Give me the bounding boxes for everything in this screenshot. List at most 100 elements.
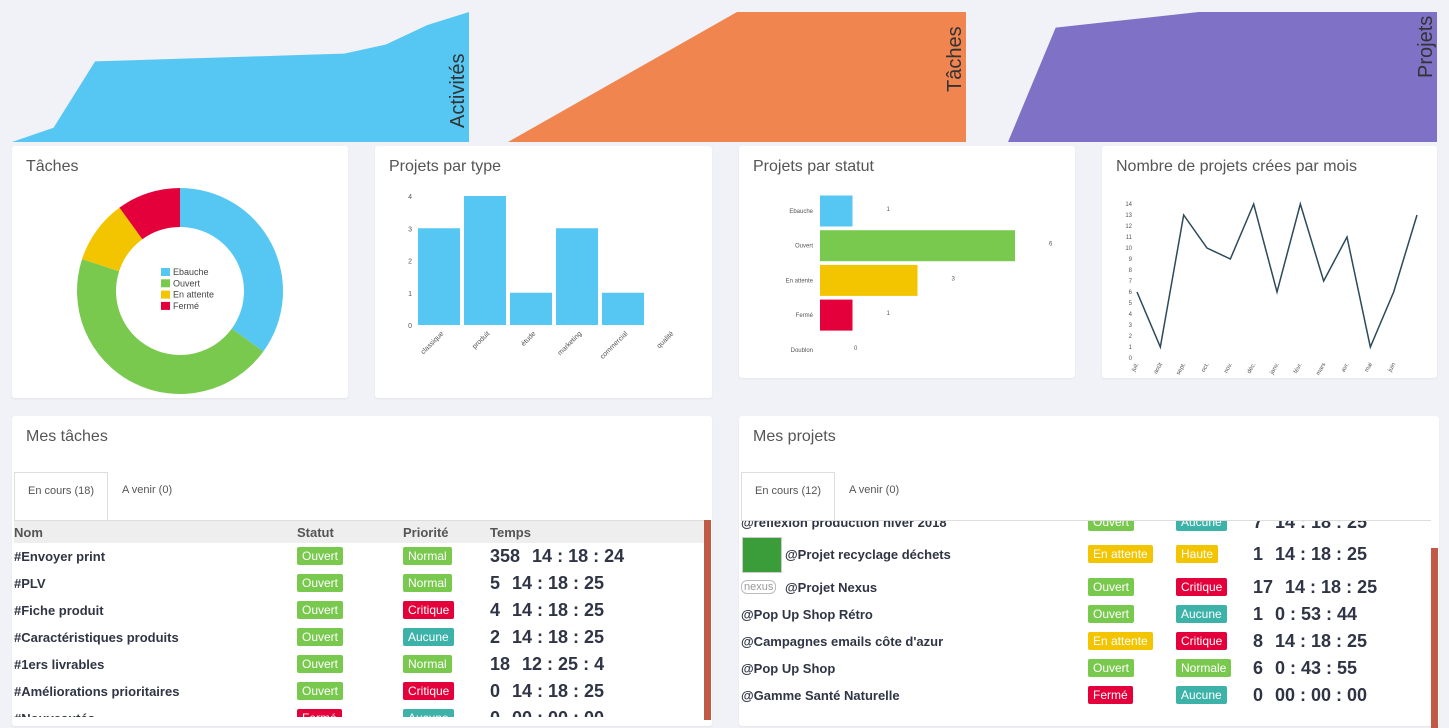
row-name: #1ers livrables	[14, 656, 105, 672]
badge: Critique	[403, 682, 455, 700]
y-tick-label: 2	[1129, 334, 1133, 340]
clock: 14 : 18 : 25	[1275, 520, 1368, 532]
badge: Aucune	[1176, 605, 1227, 623]
days: 0	[490, 708, 500, 718]
scrollbar[interactable]	[704, 520, 711, 720]
project-logo: nexus	[741, 580, 777, 594]
badge: Fermé	[1088, 686, 1133, 704]
y-tick-label: 10	[1125, 246, 1132, 252]
x-tick-label: marketing	[557, 330, 584, 357]
table: Nom Statut Priorité Temps #Envoyer print Ouve…	[14, 520, 704, 717]
row-name: @réflexion production hiver 2018	[741, 520, 947, 530]
legend-label: En attente	[173, 290, 214, 300]
badge: Critique	[1176, 578, 1228, 596]
time: 4 14 : 18 : 25	[490, 600, 604, 621]
y-tick-label: 14	[1125, 202, 1132, 208]
value-label: 0	[854, 346, 858, 352]
sparkline-area	[508, 12, 966, 142]
days: 0	[1253, 684, 1264, 705]
time: 8 14 : 18 : 25	[1253, 631, 1367, 652]
badge: Ouvert	[297, 628, 344, 646]
days: 7	[1253, 520, 1264, 532]
badge: Ouvert	[297, 574, 344, 592]
y-tick-label: 3	[1129, 323, 1133, 329]
y-tick-label: 0	[1129, 356, 1133, 362]
time: 5 14 : 18 : 25	[490, 573, 604, 594]
bar	[602, 292, 644, 325]
tab[interactable]: A venir (0)	[849, 484, 900, 496]
clock: 0 : 43 : 55	[1275, 657, 1358, 678]
legend-swatch	[161, 301, 170, 310]
card-title: Tâches	[26, 158, 79, 175]
x-tick-label: févr.	[1293, 362, 1304, 375]
tab[interactable]: A venir (0)	[122, 484, 173, 496]
y-tick-label: 2	[408, 259, 412, 266]
column-header: Priorité	[403, 524, 449, 540]
row-name: @Campagnes emails côte d'azur	[741, 633, 944, 649]
x-tick-label: étude	[520, 330, 537, 347]
badge: Aucune	[403, 628, 454, 646]
scrollbar[interactable]	[1431, 548, 1438, 728]
legend-swatch	[161, 268, 170, 276]
legend-swatch	[161, 290, 170, 299]
badge: Ouvert	[1088, 605, 1135, 623]
badge: Aucune	[403, 709, 454, 717]
legend-label: Ebauche	[173, 267, 209, 277]
row-name: #Caractéristiques produits	[14, 629, 179, 645]
bar	[418, 228, 460, 325]
badge: Aucune	[1176, 521, 1227, 531]
bar	[820, 264, 918, 296]
clock: 00 : 00 : 00	[1275, 684, 1368, 705]
x-tick-label: commercial	[599, 330, 630, 361]
legend-swatch	[161, 279, 170, 288]
row-name: @Projet recyclage déchets	[785, 546, 951, 562]
time: 6 0 : 43 : 55	[1253, 658, 1357, 679]
table-header: Nom Statut Priorité Temps	[14, 521, 704, 543]
table-row: #Fiche produit Ouvert Critique 4 14 : 18 : 2…	[14, 597, 704, 624]
x-tick-label: produit	[471, 330, 491, 350]
y-tick-label: 0	[408, 323, 412, 330]
badge: Normale	[1176, 659, 1232, 677]
row-name: #Envoyer print	[14, 548, 106, 564]
table-row: @Projet recyclage déchets En attente Haute…	[741, 536, 1431, 573]
card-title: Nombre de projets crées par mois	[1116, 158, 1357, 175]
time: 0 00 : 00 : 00	[490, 708, 604, 718]
days: 8	[1253, 630, 1264, 651]
days: 358	[490, 545, 521, 566]
value-label: 6	[1049, 242, 1053, 248]
table-row: @Campagnes emails côte d'azur En attente C…	[741, 628, 1431, 655]
table-row: #Envoyer print Ouvert Normal 358 14 : 18 : 2…	[14, 543, 704, 570]
card-title: Mes projets	[753, 428, 836, 445]
badge: Aucune	[1176, 686, 1227, 704]
y-tick-label: 1	[1129, 345, 1133, 351]
bar	[820, 299, 853, 331]
value-label: 1	[887, 311, 891, 317]
x-tick-label: mars	[1316, 362, 1328, 377]
y-tick-label: Doublon	[791, 348, 813, 354]
badge: Critique	[403, 601, 455, 619]
tab[interactable]: En cours (18)	[14, 472, 109, 520]
badge: Ouvert	[297, 547, 344, 565]
badge: En attente	[1088, 545, 1153, 563]
clock: 14 : 18 : 25	[512, 572, 605, 593]
clock: 14 : 18 : 25	[512, 599, 605, 620]
badge: En attente	[1088, 632, 1153, 650]
badge: Haute	[1176, 545, 1219, 563]
row-name: #Nouveautés	[14, 711, 95, 718]
time: 18 12 : 25 : 4	[490, 654, 604, 675]
table-row: @Pop Up Shop Ouvert Normale 6 0 : 43 : 55	[741, 655, 1431, 682]
tasks-card: Mes tâches En cours (18) A venir (0) Nom…	[12, 416, 712, 726]
badge: Fermé	[297, 709, 342, 717]
days: 0	[490, 680, 501, 701]
time: 0 00 : 00 : 00	[1253, 685, 1367, 706]
days: 17	[1253, 576, 1274, 597]
days: 5	[490, 572, 501, 593]
y-tick-label: 11	[1126, 235, 1133, 241]
y-tick-label: 3	[408, 226, 412, 233]
tab[interactable]: En cours (12)	[741, 472, 836, 520]
y-tick-label: En attente	[786, 278, 814, 284]
row-name: @Pop Up Shop Rétro	[741, 606, 873, 622]
table: @réflexion production hiver 2018 Ouvert Au…	[741, 520, 1431, 717]
